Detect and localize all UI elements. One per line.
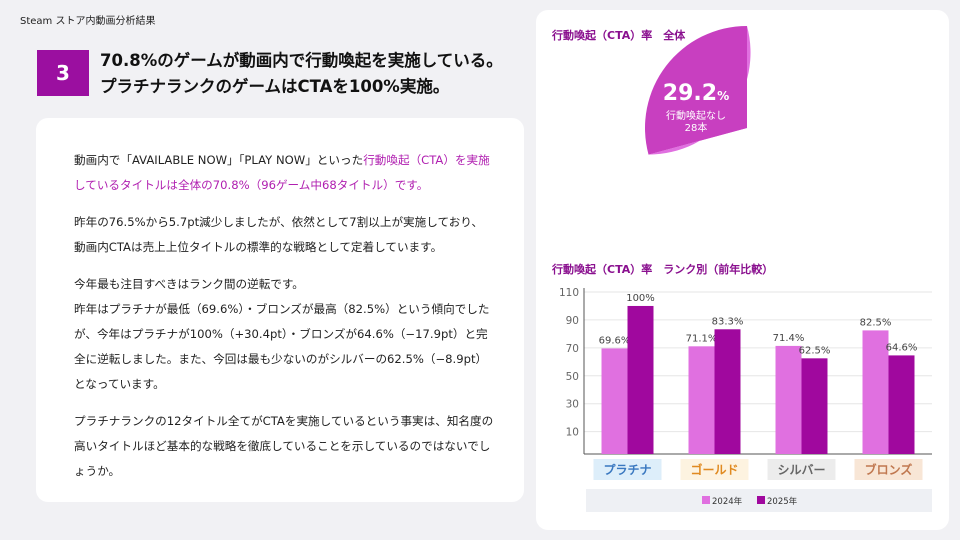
paragraph-4: プラチナランクの12タイトル全てがCTAを実施しているという事実は、知名度の高い… [74, 414, 494, 478]
y-tick-label: 90 [566, 315, 579, 327]
y-tick-label: 10 [566, 427, 579, 439]
bar-value-label: 71.4% [773, 333, 805, 344]
category-label-bg [854, 459, 923, 480]
bar-2025年 [714, 329, 741, 454]
category-label: プラチナ [603, 462, 651, 477]
bar-value-label: 100% [626, 293, 655, 304]
body-text: 動画内で「AVAILABLE NOW」「PLAY NOW」といった行動喚起（CT… [74, 148, 494, 496]
category-label: ブロンズ [865, 462, 913, 477]
p3-lead: 今年最も注目すべきはランク間の逆転です。 [74, 277, 304, 291]
pie-with-cta-label: 行動喚起あり [755, 154, 815, 167]
category-label: ゴールド [690, 462, 738, 477]
p1-highlight: 行動喚起（CTA）を実施しているタイトルは全体の70.8%（96ゲーム中68タイ… [74, 153, 490, 192]
bar-2025年 [627, 305, 654, 454]
slide-title: 70.8%のゲームが動画内で行動喚起を実施している。 プラチナランクのゲームはC… [100, 48, 503, 100]
legend-swatch-2025年 [757, 496, 765, 504]
paragraph-1: 動画内で「AVAILABLE NOW」「PLAY NOW」といった行動喚起（CT… [74, 148, 494, 198]
y-tick-label: 110 [559, 287, 579, 299]
bar-2025年 [801, 358, 828, 454]
bar-value-label: 71.1% [686, 333, 718, 344]
header-title: Steam ストア内動画分析結果 [20, 16, 156, 27]
pie-without-cta-percent: 29.2% [663, 81, 729, 106]
bar-value-label: 62.5% [799, 345, 831, 356]
category-label-bg [593, 459, 662, 480]
legend-label: 2025年 [767, 496, 798, 507]
bar-2024年 [688, 346, 715, 454]
title-line-1: 70.8%のゲームが動画内で行動喚起を実施している。 [100, 51, 503, 70]
paragraph-3: 今年最も注目すべきはランク間の逆転です。昨年はプラチナが最低（69.6%）・ブロ… [74, 272, 494, 397]
legend-label: 2024年 [712, 496, 743, 507]
bar-title: 行動喚起（CTA）率 ランク別（前年比較） [552, 263, 774, 276]
text-card: 動画内で「AVAILABLE NOW」「PLAY NOW」といった行動喚起（CT… [36, 118, 524, 502]
bar-value-label: 64.6% [886, 342, 918, 353]
bar-2024年 [862, 330, 889, 454]
slide-number-badge: 3 [37, 50, 89, 96]
legend-swatch-2024年 [702, 496, 710, 504]
y-tick-label: 70 [566, 343, 579, 355]
p3-text: 昨年はプラチナが最低（69.6%）・ブロンズが最高（82.5%）という傾向でした… [74, 302, 490, 391]
bar-value-label: 82.5% [860, 317, 892, 328]
chart-card: 行動喚起（CTA）率 全体 行動喚起（CTA）率 ランク別（前年比較） 70.8… [536, 10, 949, 530]
paragraph-2: 昨年の76.5%から5.7pt減少しましたが、依然として7割以上が実施しており、… [74, 215, 484, 254]
bar-2025年 [888, 355, 915, 454]
y-tick-label: 50 [566, 371, 579, 383]
pie-slice-without-cta [645, 26, 747, 155]
category-label: シルバー [777, 463, 825, 477]
pie-without-cta-label: 行動喚起なし [666, 109, 726, 122]
y-tick-label: 30 [566, 399, 579, 411]
category-label-bg [767, 459, 836, 480]
bar-2024年 [601, 348, 628, 454]
pie-with-cta-count: 68本 [774, 166, 797, 179]
bar-2024年 [775, 345, 802, 454]
pie-title: 行動喚起（CTA）率 全体 [552, 29, 686, 42]
p1-text: 動画内で「AVAILABLE NOW」「PLAY NOW」といった [74, 153, 364, 167]
bar-value-label: 69.6% [599, 335, 631, 346]
title-line-2: プラチナランクのゲームはCTAを100%実施。 [100, 77, 450, 96]
pie-with-cta-percent: 70.8% [749, 123, 821, 151]
pie-without-cta-count: 28本 [685, 121, 708, 134]
category-label-bg [680, 459, 749, 480]
bar-value-label: 83.3% [712, 316, 744, 327]
